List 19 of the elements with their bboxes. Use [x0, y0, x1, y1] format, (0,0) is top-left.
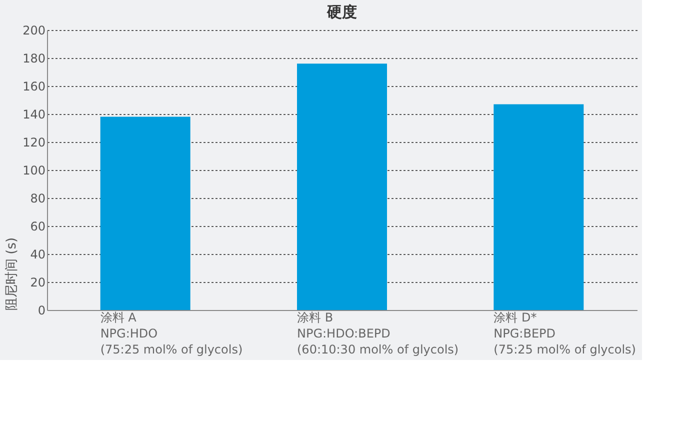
y-tick-label: 120	[22, 136, 46, 150]
bar	[100, 116, 190, 310]
y-tick-label: 80	[30, 192, 46, 206]
y-tick-label: 20	[30, 276, 46, 290]
bar	[494, 104, 584, 310]
y-tick-label: 200	[22, 24, 46, 38]
y-axis-title: 阻尼时间 (s)	[4, 237, 20, 310]
x-tick-label: 涂料 D* NPG:BEPD (75:25 mol% of glycols)	[494, 310, 636, 356]
y-tick-label: 160	[22, 80, 46, 94]
y-tick-label: 140	[22, 108, 46, 122]
y-tick-label: 0	[38, 304, 46, 318]
bar	[297, 64, 387, 310]
x-tick-label: 涂料 A NPG:HDO (75:25 mol% of glycols)	[100, 310, 243, 356]
chart-title: 硬度	[326, 3, 357, 21]
y-tick-label: 40	[30, 248, 46, 262]
y-tick-label: 180	[22, 52, 46, 66]
y-tick-label: 60	[30, 220, 46, 234]
y-tick-label: 100	[22, 164, 46, 178]
x-tick-label: 涂料 B NPG:HDO:BEPD (60:10:30 mol% of glycols)	[297, 310, 459, 356]
